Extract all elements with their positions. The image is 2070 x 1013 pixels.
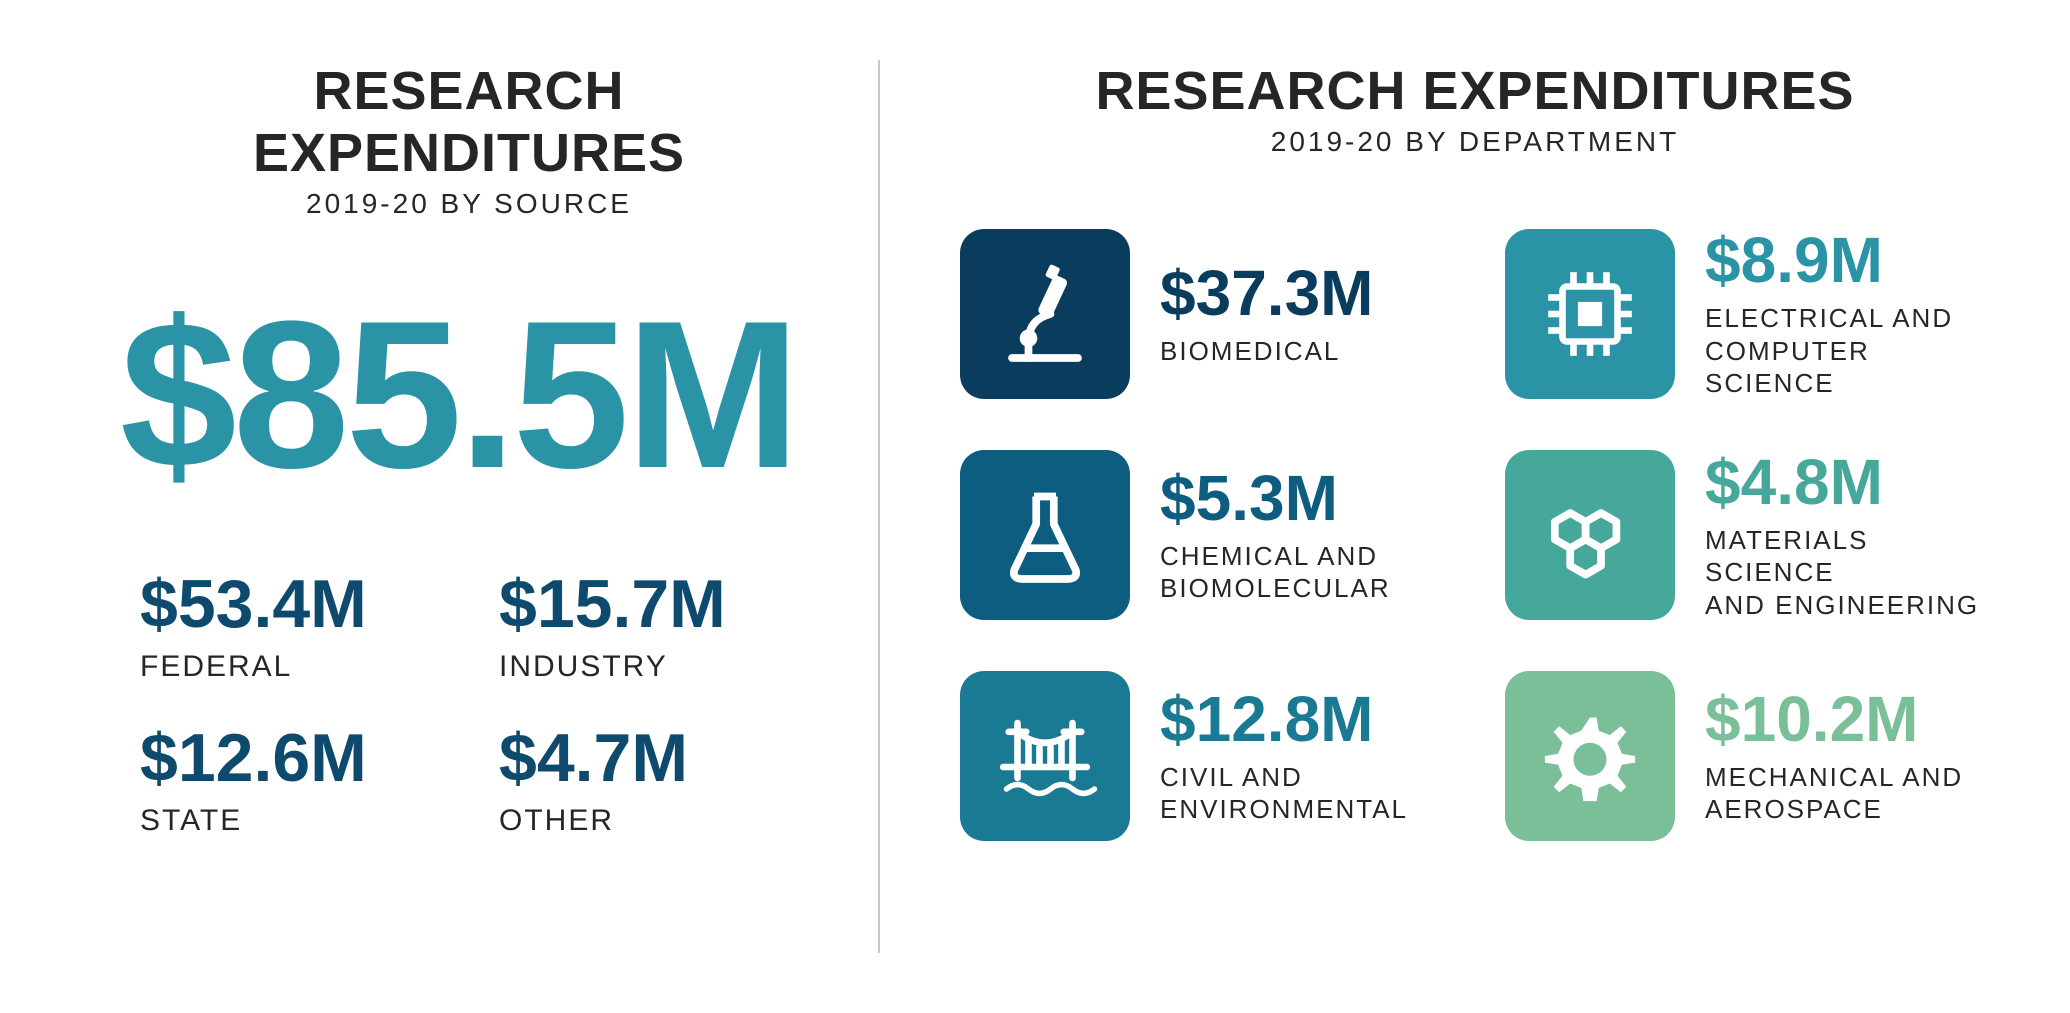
dept-text: $12.8M CIVIL AND ENVIRONMENTAL (1160, 687, 1408, 826)
hexagons-icon (1505, 450, 1675, 620)
flask-icon (960, 450, 1130, 620)
source-industry: $15.7M INDUSTRY (499, 570, 818, 684)
dept-biomedical: $37.3M BIOMEDICAL (960, 228, 1445, 400)
dept-amount: $10.2M (1705, 687, 1963, 751)
dept-text: $10.2M MECHANICAL AND AEROSPACE (1705, 687, 1963, 826)
dept-civil-environmental: $12.8M CIVIL AND ENVIRONMENTAL (960, 671, 1445, 841)
right-title: RESEARCH EXPENDITURES (960, 60, 1990, 122)
dept-text: $5.3M CHEMICAL AND BIOMOLECULAR (1160, 466, 1391, 605)
chip-icon (1505, 229, 1675, 399)
source-amount: $12.6M (140, 724, 459, 792)
source-state: $12.6M STATE (140, 724, 459, 838)
source-federal: $53.4M FEDERAL (140, 570, 459, 684)
dept-text: $37.3M BIOMEDICAL (1160, 261, 1373, 368)
dept-text: $4.8M MATERIALS SCIENCE AND ENGINEERING (1705, 450, 1990, 622)
bridge-icon (960, 671, 1130, 841)
source-amount: $4.7M (499, 724, 818, 792)
dept-label: BIOMEDICAL (1160, 335, 1373, 368)
dept-amount: $12.8M (1160, 687, 1408, 751)
microscope-icon (960, 229, 1130, 399)
dept-label: CHEMICAL AND BIOMOLECULAR (1160, 540, 1391, 605)
dept-label: CIVIL AND ENVIRONMENTAL (1160, 761, 1408, 826)
source-label: INDUSTRY (499, 650, 818, 684)
gear-icon (1505, 671, 1675, 841)
total-expenditure: $85.5M (120, 290, 818, 500)
source-label: STATE (140, 804, 459, 838)
source-amount: $53.4M (140, 570, 459, 638)
panel-by-source: RESEARCH EXPENDITURES 2019-20 BY SOURCE … (120, 60, 880, 953)
dept-chemical-biomolecular: $5.3M CHEMICAL AND BIOMOLECULAR (960, 450, 1445, 622)
source-label: OTHER (499, 804, 818, 838)
source-amount: $15.7M (499, 570, 818, 638)
dept-materials: $4.8M MATERIALS SCIENCE AND ENGINEERING (1505, 450, 1990, 622)
left-title: RESEARCH EXPENDITURES (120, 60, 818, 184)
left-header: RESEARCH EXPENDITURES 2019-20 BY SOURCE (120, 60, 818, 220)
dept-amount: $8.9M (1705, 228, 1990, 292)
sources-grid: $53.4M FEDERAL $15.7M INDUSTRY $12.6M ST… (120, 570, 818, 838)
panel-by-department: RESEARCH EXPENDITURES 2019-20 BY DEPARTM… (880, 60, 1990, 953)
source-label: FEDERAL (140, 650, 459, 684)
dept-label: MECHANICAL AND AEROSPACE (1705, 761, 1963, 826)
left-subtitle: 2019-20 BY SOURCE (120, 188, 818, 220)
dept-text: $8.9M ELECTRICAL AND COMPUTER SCIENCE (1705, 228, 1990, 400)
departments-grid: $37.3M BIOMEDICAL $8.9M ELECTRICAL AND C… (960, 228, 1990, 841)
right-header: RESEARCH EXPENDITURES 2019-20 BY DEPARTM… (960, 60, 1990, 158)
source-other: $4.7M OTHER (499, 724, 818, 838)
dept-label: ELECTRICAL AND COMPUTER SCIENCE (1705, 302, 1990, 400)
dept-label: MATERIALS SCIENCE AND ENGINEERING (1705, 524, 1990, 622)
dept-amount: $5.3M (1160, 466, 1391, 530)
dept-amount: $4.8M (1705, 450, 1990, 514)
dept-mechanical-aerospace: $10.2M MECHANICAL AND AEROSPACE (1505, 671, 1990, 841)
dept-amount: $37.3M (1160, 261, 1373, 325)
dept-electrical-cs: $8.9M ELECTRICAL AND COMPUTER SCIENCE (1505, 228, 1990, 400)
right-subtitle: 2019-20 BY DEPARTMENT (960, 126, 1990, 158)
